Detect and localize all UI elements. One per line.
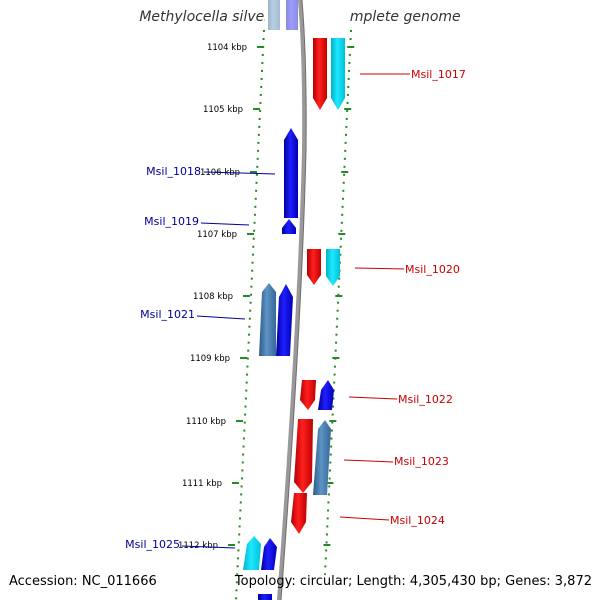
ruler-line-right (324, 29, 352, 576)
gene-msil-1020 (307, 249, 321, 285)
gene-label-msil-1017[interactable]: Msil_1017 (411, 68, 466, 81)
ruler-tick-label: 1107 kbp (197, 230, 237, 240)
gene-msil-1022-companion (318, 380, 334, 410)
ruler-tick-label: 1106 kbp (200, 168, 240, 178)
gene-label-msil-1019[interactable]: Msil_1019 (144, 215, 199, 228)
gene-partial-top-steel (268, 0, 280, 30)
genome-backbone-shadow (280, 0, 307, 600)
gene-msil-1024 (291, 493, 307, 534)
gene-msil-1021-companion (276, 284, 293, 356)
ruler-tick-label: 1109 kbp (190, 354, 230, 364)
gene-msil-1020-companion (326, 249, 340, 286)
ruler-tick-label: 1112 kbp (178, 541, 218, 551)
gene-msil-1021 (259, 283, 276, 356)
gene-label-msil-1018[interactable]: Msil_1018 (146, 165, 201, 178)
gene-partial-top-blue (286, 0, 298, 30)
label-connectors (181, 73, 410, 549)
gene-label-msil-1020[interactable]: Msil_1020 (405, 263, 460, 276)
ruler-tick-label: 1105 kbp (203, 105, 243, 115)
gene-msil-1023-companion (313, 420, 331, 495)
gene-partial-bottom (258, 594, 272, 600)
ruler-ticks: 1104 kbp 1105 kbp 1106 kbp 1107 kbp 1108 kbp… (178, 43, 355, 551)
gene-msil-1019 (282, 219, 296, 234)
summary-label: Topology: circular; Length: 4,305,430 bp… (234, 574, 592, 589)
gene-label-msil-1023[interactable]: Msil_1023 (394, 455, 449, 468)
gene-msil-1023 (294, 419, 313, 493)
gene-label-msil-1021[interactable]: Msil_1021 (140, 308, 195, 321)
genome-backbone (277, 0, 307, 600)
ruler-tick-label: 1108 kbp (193, 292, 233, 302)
ruler-tick-label: 1110 kbp (186, 417, 226, 427)
gene-msil-1025-companion (261, 538, 277, 570)
gene-msil-1025 (243, 536, 261, 570)
gene-msil-1017 (313, 38, 327, 110)
ruler-tick-label: 1111 kbp (182, 479, 222, 489)
gene-msil-1017-companion (331, 38, 345, 110)
gene-label-msil-1025[interactable]: Msil_1025 (125, 538, 180, 551)
gene-label-msil-1022[interactable]: Msil_1022 (398, 393, 453, 406)
gene-labels: Msil_1017 Msil_1020 Msil_1022 Msil_1023 … (125, 68, 466, 551)
gene-label-msil-1024[interactable]: Msil_1024 (390, 514, 445, 527)
genes (243, 0, 345, 600)
ruler-tick-label: 1104 kbp (207, 43, 247, 53)
gene-msil-1018 (284, 128, 298, 218)
accession-label: Accession: NC_011666 (9, 574, 157, 589)
gene-msil-1022 (300, 380, 316, 410)
